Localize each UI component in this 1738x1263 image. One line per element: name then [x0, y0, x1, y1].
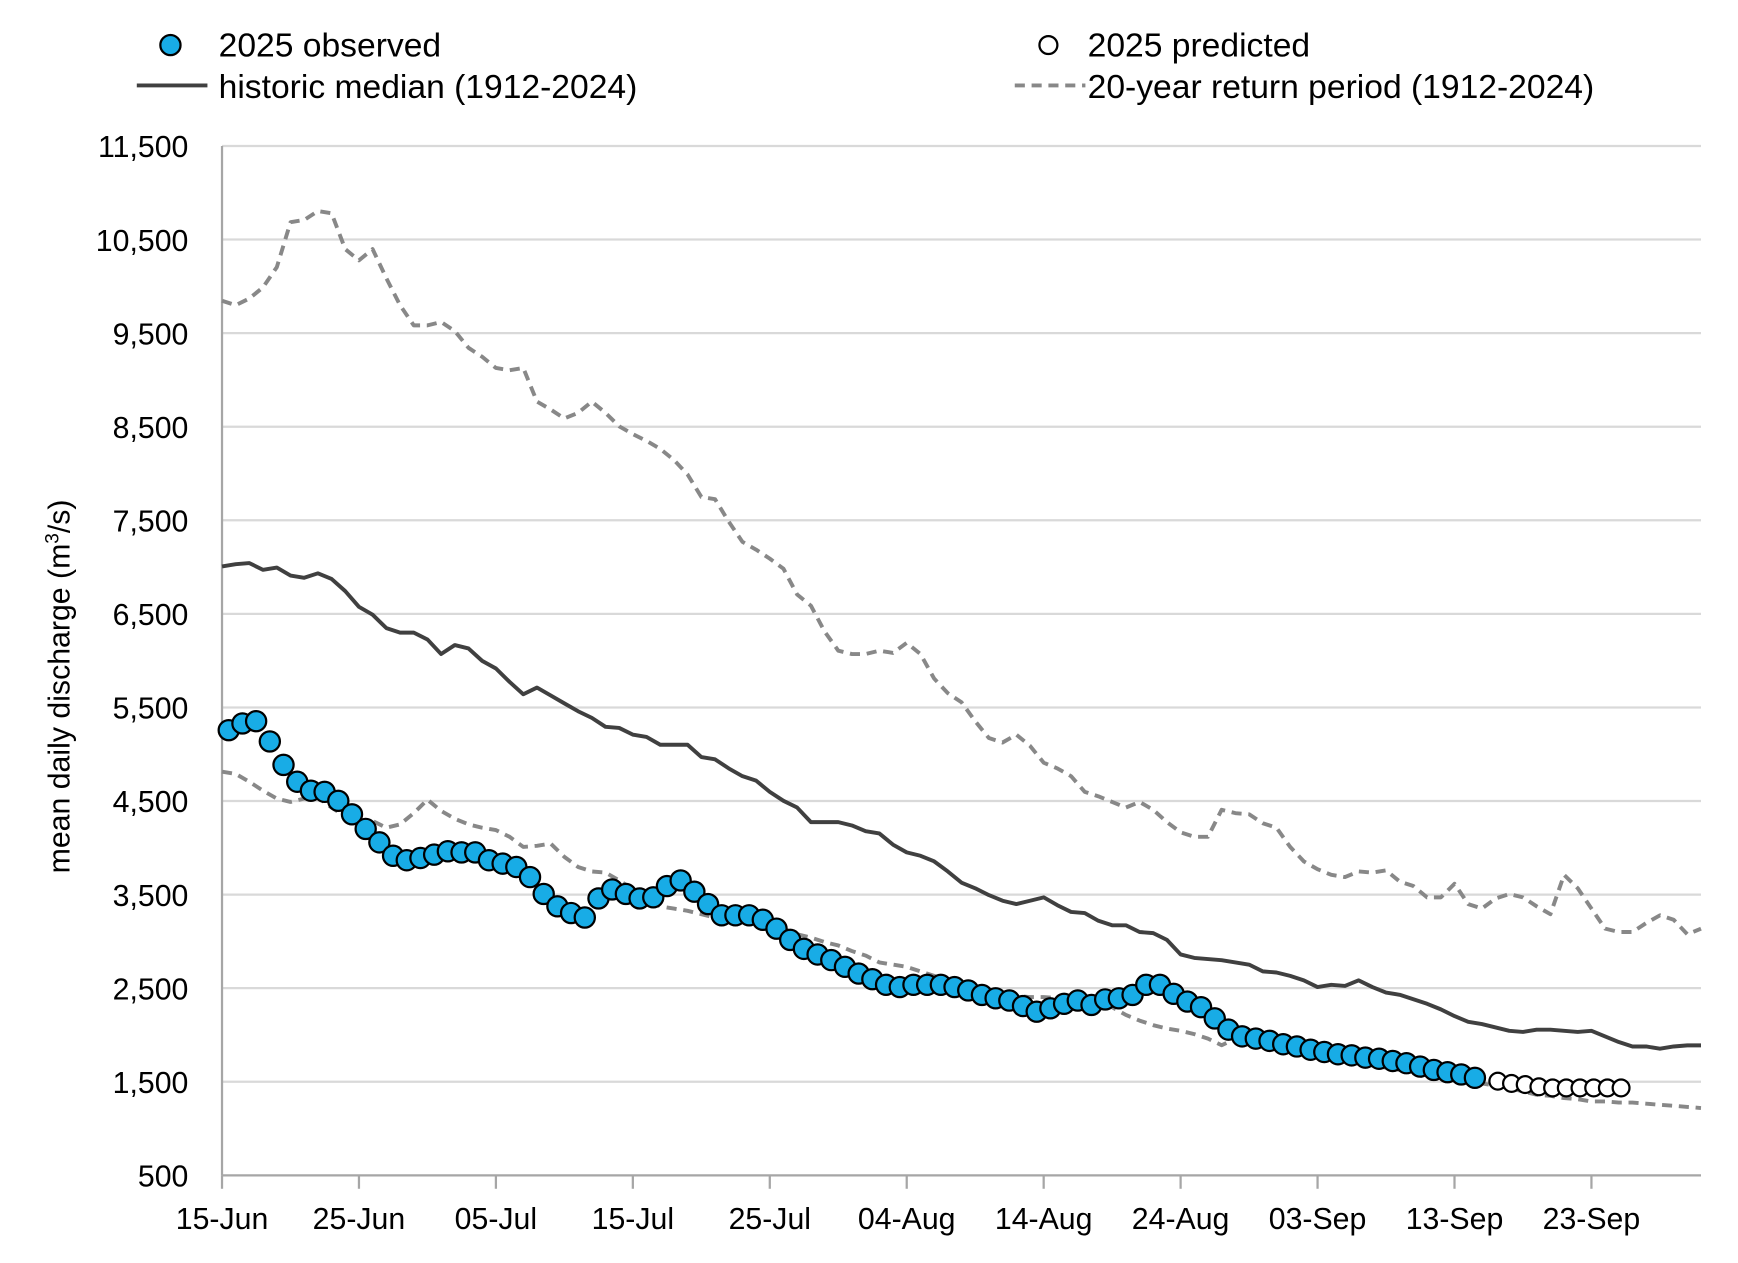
predicted-point — [1611, 1078, 1631, 1098]
x-tick-label: 05-Jul — [455, 1203, 537, 1236]
observed-point — [354, 817, 377, 841]
observed-point — [368, 831, 391, 854]
historic-median-line — [221, 561, 1701, 1051]
series-lines — [221, 209, 1702, 1111]
return-period-line — [221, 209, 1702, 937]
observed-point — [327, 789, 350, 813]
x-tick-label: 15-Jun — [176, 1203, 269, 1236]
x-tick-label: 13-Sep — [1406, 1203, 1504, 1236]
legend: 2025 observed 2025 predicted historic me… — [136, 27, 1595, 106]
observed-point — [258, 730, 282, 753]
y-tick-label: 2,500 — [113, 973, 189, 1006]
x-axis-ticks: 15-Jun 25-Jun 05-Jul 15-Jul 25-Jul 04-Aug 14-A… — [176, 1175, 1641, 1236]
x-tick-label: 14-Aug — [995, 1203, 1093, 1236]
y-tick-label: 500 — [138, 1161, 189, 1194]
x-tick-label: 25-Jul — [729, 1203, 811, 1236]
legend-predicted-label: 2025 predicted — [1088, 27, 1310, 64]
observed-point — [518, 865, 542, 889]
x-tick-label: 03-Sep — [1269, 1203, 1367, 1236]
legend-return-period-label: 20-year return period (1912-2024) — [1088, 69, 1595, 106]
y-tick-label: 5,500 — [113, 693, 189, 726]
observed-point — [683, 880, 706, 903]
y-axis-label: mean daily discharge (m3/s) — [42, 499, 76, 873]
x-tick-label: 23-Sep — [1543, 1203, 1641, 1236]
observed-point — [1463, 1066, 1487, 1090]
return-period-line — [221, 769, 1702, 1111]
y-tick-label: 9,500 — [113, 318, 189, 351]
observed-point — [573, 906, 597, 929]
observed-point — [272, 753, 295, 777]
legend-median-label: historic median (1912-2024) — [219, 69, 638, 106]
y-tick-label: 3,500 — [113, 880, 189, 913]
x-tick-label: 25-Jun — [313, 1203, 406, 1236]
y-axis-ticks: 500 1,500 2,500 3,500 4,500 5,500 6,500 7,500 8,… — [96, 131, 189, 1193]
y-tick-label: 10,500 — [96, 225, 189, 258]
gridlines — [222, 144, 1701, 1083]
y-tick-label: 4,500 — [113, 786, 189, 819]
y-tick-label: 6,500 — [113, 599, 189, 632]
legend-observed-label: 2025 observed — [219, 27, 441, 64]
observed-point — [532, 882, 555, 906]
legend-observed-marker — [159, 33, 182, 57]
y-tick-label: 11,500 — [98, 131, 188, 164]
legend-predicted-marker — [1038, 34, 1059, 56]
y-tick-label: 8,500 — [113, 412, 189, 445]
x-tick-label: 04-Aug — [858, 1203, 956, 1236]
series-markers — [217, 709, 1631, 1098]
observed-point — [340, 803, 364, 826]
y-tick-label: 1,500 — [113, 1067, 189, 1100]
x-tick-label: 15-Jul — [592, 1203, 674, 1236]
x-tick-label: 24-Aug — [1132, 1203, 1230, 1236]
observed-point — [244, 709, 268, 733]
y-tick-label: 7,500 — [113, 506, 189, 539]
